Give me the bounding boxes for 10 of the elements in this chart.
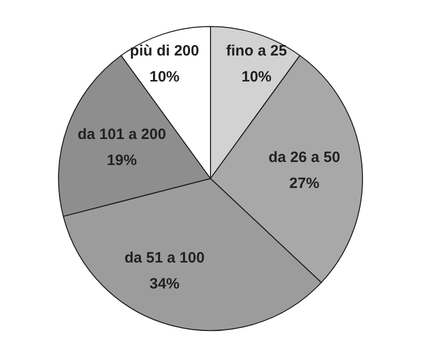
data-label: 10% — [149, 68, 180, 86]
data-label: 34% — [149, 275, 180, 292]
slice-label: fino a 25 — [226, 42, 287, 60]
data-label: 19% — [106, 152, 137, 170]
data-label: 27% — [289, 175, 320, 192]
slice-label: da 26 a 50 — [268, 149, 340, 166]
slice-label: più di 200 — [130, 42, 200, 60]
slice-label: da 101 a 200 — [78, 126, 166, 144]
data-label: 10% — [241, 68, 272, 86]
slice-label: da 51 a 100 — [124, 249, 205, 266]
